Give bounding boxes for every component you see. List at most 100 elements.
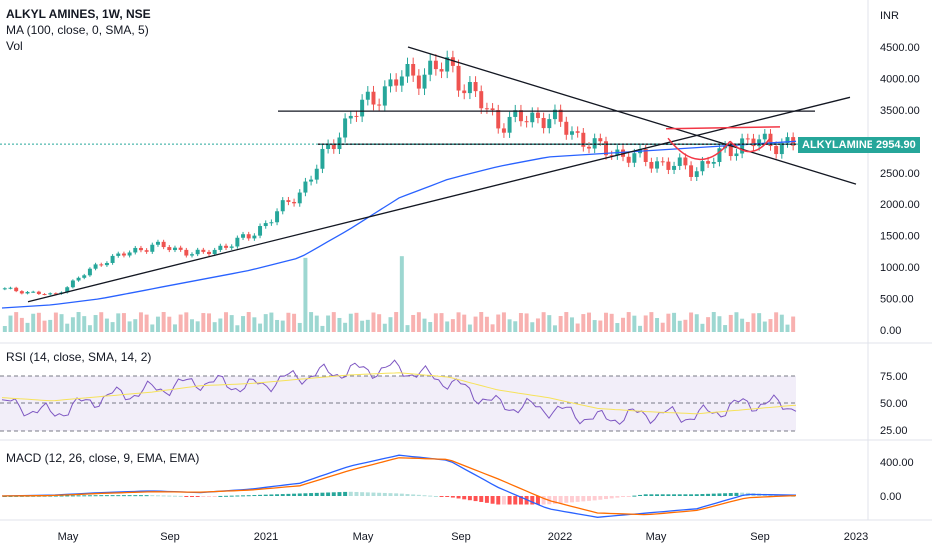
- macd-histogram-bar: [666, 494, 671, 496]
- volume-bar: [592, 320, 597, 332]
- volume-bar: [93, 315, 98, 332]
- macd-histogram-bar: [65, 495, 70, 497]
- macd-histogram-bar: [592, 496, 597, 501]
- ma100-line: [1, 140, 797, 309]
- macd-histogram-bar: [394, 493, 399, 496]
- macd-histogram-bar: [445, 496, 450, 497]
- candle-body: [394, 79, 399, 86]
- volume-bar: [133, 319, 138, 332]
- candle-body: [309, 179, 314, 182]
- volume-bar: [660, 322, 665, 332]
- candle-body: [172, 247, 177, 251]
- volume-bar: [241, 316, 246, 332]
- volume-bar: [121, 313, 126, 332]
- candle-body: [462, 90, 467, 94]
- rsi-tick-label: 50.00: [880, 398, 908, 410]
- candle-body: [155, 241, 160, 245]
- volume-bar: [371, 312, 376, 332]
- macd-histogram-bar: [507, 496, 512, 505]
- price-candles: [1, 50, 797, 309]
- candle-body: [666, 161, 671, 170]
- volume-bar: [785, 324, 790, 332]
- volume-bar: [269, 312, 274, 332]
- volume-bar: [439, 313, 444, 332]
- volume-bar: [706, 317, 711, 332]
- volume-bar: [587, 312, 591, 332]
- candle-body: [53, 293, 58, 295]
- candle-body: [575, 131, 580, 133]
- macd-histogram-bar: [360, 492, 365, 496]
- ma-indicator-label[interactable]: MA (100, close, 0, SMA, 5): [6, 23, 149, 37]
- candle-body: [229, 246, 234, 248]
- volume-bar: [564, 312, 569, 332]
- volume-bar: [207, 313, 211, 332]
- candle-body: [501, 128, 506, 133]
- volume-bar: [638, 325, 643, 332]
- price-tick-label: 0.00: [880, 325, 901, 337]
- macd-histogram-bar: [683, 494, 688, 496]
- volume-bar: [354, 312, 359, 332]
- macd-histogram-bar: [655, 494, 660, 496]
- volume-bar: [399, 256, 404, 332]
- macd-histogram-bar: [133, 495, 138, 497]
- macd-histogram-bar: [428, 495, 433, 497]
- candle-body: [677, 157, 682, 166]
- volume-bar: [53, 312, 58, 332]
- time-tick-label: 2021: [254, 531, 278, 543]
- macd-histogram-bar: [292, 493, 297, 496]
- rsi-tick-label: 25.00: [880, 425, 908, 437]
- macd-histogram-bar: [587, 496, 591, 501]
- rsi-legend[interactable]: RSI (14, close, SMA, 14, 2): [6, 350, 152, 364]
- macd-histogram-bar: [677, 494, 682, 496]
- candle-body: [649, 161, 654, 169]
- candle-body: [507, 116, 512, 133]
- volume-bar: [473, 316, 478, 332]
- candle-body: [116, 253, 121, 256]
- volume-bar: [82, 316, 87, 332]
- price-tick-label: 500.00: [880, 294, 914, 306]
- macd-histogram-bar: [121, 495, 126, 497]
- volume-bar: [791, 316, 796, 332]
- macd-histogram-bar: [626, 496, 631, 497]
- candle-body: [343, 118, 348, 138]
- candle-body: [473, 82, 478, 92]
- symbol-title[interactable]: ALKYL AMINES, 1W, NSE: [6, 7, 151, 21]
- volume-bar: [723, 325, 728, 332]
- macd-histogram-bar: [405, 494, 410, 496]
- candle-body: [428, 60, 433, 75]
- candle-body: [207, 251, 211, 255]
- macd-histogram-bar: [195, 496, 200, 497]
- macd-histogram-bar: [365, 492, 370, 496]
- volume-bar: [615, 323, 620, 332]
- macd-histogram-bar: [564, 496, 569, 503]
- macd-histogram-bar: [450, 496, 455, 498]
- macd-histogram-bar: [263, 494, 268, 496]
- volume-bar: [689, 312, 694, 332]
- macd-signal-line: [1, 457, 797, 516]
- macd-histogram-bar: [422, 495, 427, 497]
- price-tick-label: 3500.00: [880, 105, 920, 117]
- macd-histogram-bar: [87, 495, 92, 497]
- candle-body: [190, 254, 194, 256]
- macd-histogram-bar: [371, 492, 376, 496]
- candle-body: [360, 99, 365, 117]
- volume-bar: [365, 319, 370, 332]
- macd-legend[interactable]: MACD (12, 26, close, 9, EMA, EMA): [6, 451, 200, 465]
- volume-bar: [218, 318, 223, 332]
- macd-histogram-bar: [224, 495, 229, 497]
- volume-bar: [31, 313, 36, 332]
- volume-bar: [127, 321, 132, 332]
- volume-bar: [104, 318, 109, 332]
- volume-indicator-label[interactable]: Vol: [6, 39, 23, 53]
- volume-bar: [501, 312, 506, 332]
- candle-body: [42, 294, 47, 296]
- macd-histogram-bar: [172, 495, 177, 497]
- candle-body: [660, 161, 665, 163]
- volume-bar: [507, 319, 512, 332]
- candle-body: [740, 138, 745, 154]
- handle-arc: [729, 137, 771, 153]
- candle-body: [683, 157, 688, 166]
- macd-histogram-bar: [82, 495, 87, 497]
- volume-bar: [172, 324, 177, 332]
